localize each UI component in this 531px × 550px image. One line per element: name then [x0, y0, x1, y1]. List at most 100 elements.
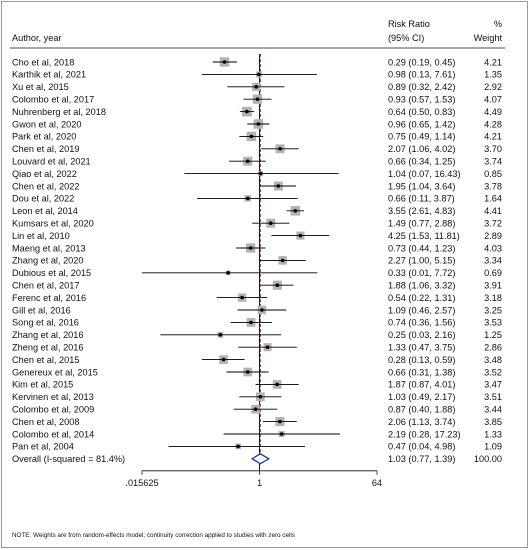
x-axis-ticks: .015625 1 64 [125, 470, 382, 488]
point-estimate [293, 209, 298, 213]
study-weight: 1.35 [484, 70, 502, 80]
study-weight: 3.70 [484, 144, 502, 154]
study-ci: 0.93 (0.57, 1.53) [388, 95, 455, 105]
study-label: Colombo et al, 2014 [12, 429, 94, 439]
study-ci: 0.87 (0.40, 1.88) [388, 405, 455, 415]
study-ci: 1.87 (0.87, 4.01) [388, 380, 455, 390]
study-weight: 3.91 [484, 281, 502, 291]
header-weight: Weight [474, 33, 503, 43]
study-rows: Cho et al, 2018 0.29 (0.19, 0.45) 4.21 Kart… [12, 57, 502, 464]
study-label: Leon et al, 2014 [12, 206, 78, 216]
point-estimate [268, 221, 273, 225]
study-label: Ferenc et al, 2016 [12, 293, 86, 303]
study-weight: 1.09 [484, 442, 502, 452]
point-estimate [279, 432, 284, 436]
study-weight: 3.74 [484, 157, 502, 167]
plot-marks [142, 54, 340, 471]
study-weight: 4.28 [484, 119, 502, 129]
study-weight: 4.49 [484, 107, 502, 117]
study-label: Kervinen et al, 2013 [12, 392, 94, 402]
point-estimate [278, 147, 282, 151]
study-ci: 0.66 (0.34, 1.25) [388, 157, 455, 167]
study-label: Chen et al, 2015 [12, 355, 79, 365]
study-ci: 0.28 (0.13, 0.59) [388, 355, 455, 365]
x-tick-label: 64 [372, 478, 382, 488]
study-weight: 3.44 [484, 405, 502, 415]
study-label: Colombo et al, 2009 [12, 405, 94, 415]
header-study: Author, year [12, 33, 62, 43]
overall-ci: 1.03 (0.77, 1.39) [388, 454, 455, 464]
study-label: Genereux et al, 2015 [12, 367, 98, 377]
study-weight: 2.92 [484, 82, 502, 92]
study-label: Louvard et al, 2021 [12, 157, 91, 167]
study-weight: 3.52 [484, 367, 502, 377]
study-label: Kumsars et al, 2020 [12, 219, 94, 229]
point-estimate [245, 109, 249, 114]
study-weight: 4.03 [484, 243, 502, 253]
point-estimate [245, 370, 250, 374]
study-label: Maeng et al, 2013 [12, 243, 86, 253]
study-ci: 0.33 (0.01, 7.72) [388, 268, 455, 278]
point-estimate [258, 171, 263, 176]
study-ci: 1.49 (0.77, 2.88) [388, 219, 455, 229]
study-weight: 3.47 [484, 380, 502, 390]
point-estimate [260, 308, 264, 312]
study-ci: 0.64 (0.50, 0.83) [388, 107, 455, 117]
study-ci: 2.27 (1.00, 5.15) [388, 256, 455, 266]
study-label: Xu et al, 2015 [12, 82, 69, 92]
study-weight: 3.25 [484, 305, 502, 315]
study-weight: 3.72 [484, 219, 502, 229]
point-estimate [298, 233, 303, 238]
study-ci: 2.06 (1.13, 3.74) [388, 417, 455, 427]
study-label: Lin et al, 2010 [12, 231, 70, 241]
study-label: Gill et al, 2016 [12, 305, 71, 315]
study-weight: 3.34 [484, 256, 502, 266]
point-estimate [245, 196, 250, 201]
study-weight: 3.18 [484, 293, 502, 303]
point-estimate [249, 320, 253, 325]
point-estimate [278, 419, 282, 424]
point-estimate [222, 60, 227, 64]
header-ci: (95% CI) [388, 33, 424, 43]
study-ci: 0.74 (0.36, 1.56) [388, 318, 455, 328]
study-weight: 3.78 [484, 181, 502, 191]
point-estimate [236, 444, 240, 449]
point-estimate [275, 382, 279, 387]
study-ci: 1.04 (0.07, 16.43) [388, 169, 461, 179]
study-weight: 1.25 [484, 330, 502, 340]
study-weight: 2.89 [484, 231, 502, 241]
overall-diamond [250, 453, 271, 465]
study-weight: 3.48 [484, 355, 502, 365]
study-label: Zheng et al, 2016 [12, 343, 84, 353]
point-estimate [254, 85, 259, 89]
point-estimate [255, 97, 260, 101]
study-label: Chen et al, 2019 [12, 144, 79, 154]
point-estimate [258, 395, 263, 399]
point-estimate [256, 122, 261, 126]
study-ci: 0.25 (0.03, 2.16) [388, 330, 455, 340]
study-label: Chen et al, 2022 [12, 181, 79, 191]
study-label: Dubious et al, 2015 [12, 268, 91, 278]
study-label: Song et al, 2016 [12, 318, 79, 328]
x-tick-label: 1 [257, 478, 262, 488]
point-estimate [218, 333, 223, 337]
study-label: Colombo et al, 2017 [12, 95, 94, 105]
study-weight: 0.69 [484, 268, 502, 278]
point-estimate [257, 72, 261, 77]
study-ci: 0.73 (0.44, 1.23) [388, 243, 455, 253]
study-label: Park et al, 2020 [12, 132, 76, 142]
study-ci: 4.25 (1.53, 11.81) [388, 231, 460, 241]
study-label: Nuhrenberg et al, 2018 [12, 107, 106, 117]
point-estimate [265, 345, 270, 350]
study-weight: 3.51 [484, 392, 502, 402]
study-ci: 2.07 (1.06, 4.02) [388, 144, 455, 154]
study-ci: 0.98 (0.13, 7.61) [388, 70, 455, 80]
study-label: Zhang et al, 2016 [12, 330, 84, 340]
study-ci: 1.03 (0.49, 2.17) [388, 392, 455, 402]
point-estimate [226, 271, 230, 275]
study-label: Cho et al, 2018 [12, 57, 74, 67]
study-weight: 4.21 [484, 57, 502, 67]
study-weight: 4.21 [484, 132, 502, 142]
